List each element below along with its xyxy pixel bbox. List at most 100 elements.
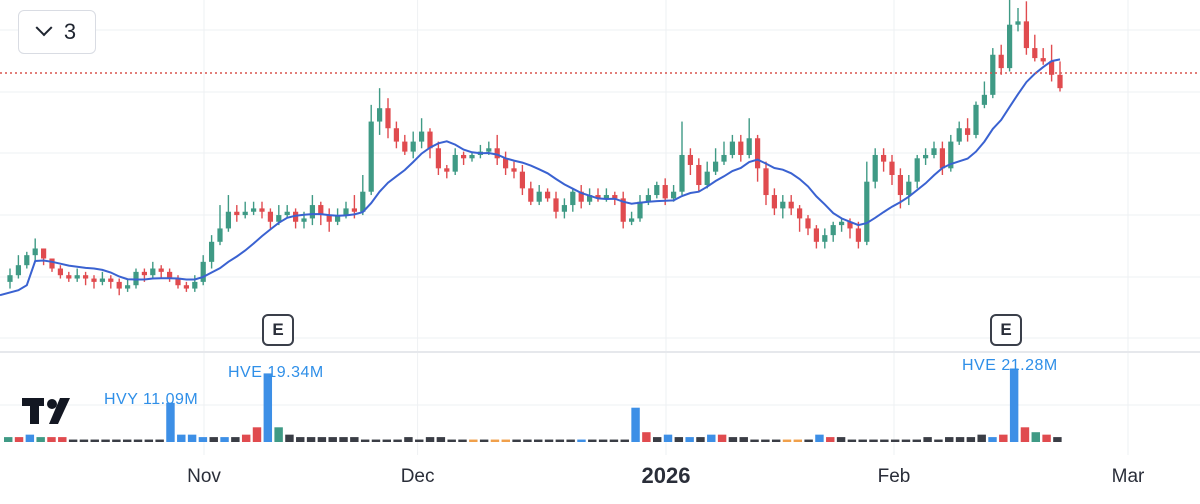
candle-body (612, 195, 618, 199)
volume-bar (296, 437, 305, 442)
candle (872, 148, 878, 189)
candle (511, 161, 517, 179)
candle (1057, 61, 1063, 92)
candle-body (49, 258, 55, 269)
candle (754, 134, 761, 182)
candle-body (175, 278, 181, 286)
moving-average-line (0, 58, 1061, 297)
candle-body (670, 191, 677, 199)
volume-bar (101, 439, 110, 442)
candle-body (183, 285, 190, 289)
candle (805, 215, 811, 236)
candle-body (82, 275, 89, 279)
earnings-marker[interactable]: E (990, 314, 1022, 346)
volume-bar (880, 439, 889, 442)
candle (284, 205, 290, 219)
candle-body (141, 271, 148, 276)
volume-bar (14, 437, 24, 442)
candle-body (267, 211, 274, 222)
volume-bar (793, 439, 803, 442)
volume-bar (858, 439, 867, 442)
earnings-marker[interactable]: E (262, 314, 294, 346)
candle (687, 148, 694, 175)
candle (830, 221, 836, 242)
volume-bar (890, 439, 900, 442)
candle (813, 225, 820, 249)
candle-body (460, 154, 467, 159)
candle (628, 211, 635, 226)
candle-body (1040, 58, 1046, 62)
candle-body (628, 218, 635, 222)
candle (108, 275, 114, 289)
candle-body (780, 201, 786, 209)
volume-bar (707, 434, 716, 442)
candle (654, 181, 660, 199)
candle-body (1032, 48, 1038, 59)
candle-body (166, 271, 173, 279)
candle (519, 164, 526, 196)
candle (939, 141, 946, 175)
volume-bar (350, 437, 359, 442)
volume-bar (620, 439, 629, 442)
candle-body (511, 168, 517, 172)
volume-annotation: HVY 11.09M (104, 391, 199, 408)
candle (981, 81, 988, 109)
volume-bar (58, 437, 67, 442)
volume-bar (934, 439, 943, 442)
volume-bar (847, 439, 857, 442)
candle-body (763, 168, 769, 196)
candle-body (595, 195, 601, 199)
candle-body (662, 185, 668, 199)
candle (880, 148, 887, 172)
volume-bar (534, 439, 543, 442)
candle-body (418, 131, 425, 142)
candle-body (813, 228, 820, 242)
tradingview-logo-icon[interactable] (22, 396, 80, 426)
candle-body (208, 241, 215, 262)
candle (192, 275, 198, 292)
volume-bar (458, 439, 467, 442)
volume-bar (598, 439, 608, 442)
candle-body (410, 141, 416, 152)
volume-bar (923, 437, 932, 442)
candle-body (192, 281, 198, 289)
candle-body (654, 185, 660, 196)
legend-collapse-button[interactable]: 3 (18, 10, 96, 54)
volume-bar (155, 439, 164, 442)
candle (259, 201, 265, 219)
candle-body (771, 195, 778, 209)
candle-body (687, 154, 694, 165)
candle-body (998, 54, 1004, 69)
volume-bar (663, 434, 673, 442)
volume-bar (955, 437, 965, 442)
candle (368, 104, 374, 196)
candle (738, 134, 744, 162)
candle-body (259, 208, 265, 212)
candle (620, 191, 626, 229)
candle (74, 268, 80, 282)
volume-bar (371, 439, 381, 442)
volume-bar (198, 437, 208, 442)
candle (15, 255, 22, 279)
candle (225, 195, 232, 232)
volume-bar (4, 437, 13, 442)
candle (544, 188, 551, 202)
candle-body (578, 191, 584, 202)
candle-body (225, 211, 232, 229)
candle-body (948, 141, 954, 169)
volume-bar (382, 439, 392, 442)
volume-bar (469, 439, 478, 442)
candle-body (536, 191, 542, 202)
candle-body (57, 268, 64, 276)
candlestick-series (7, 0, 1063, 296)
volume-bar (804, 439, 813, 442)
candle-body (108, 278, 114, 282)
candle-body (872, 154, 878, 182)
volume-bar (512, 439, 521, 442)
candle-body (528, 188, 534, 202)
volume-bar (652, 437, 662, 442)
candle (208, 235, 215, 269)
candle-body (486, 148, 492, 152)
